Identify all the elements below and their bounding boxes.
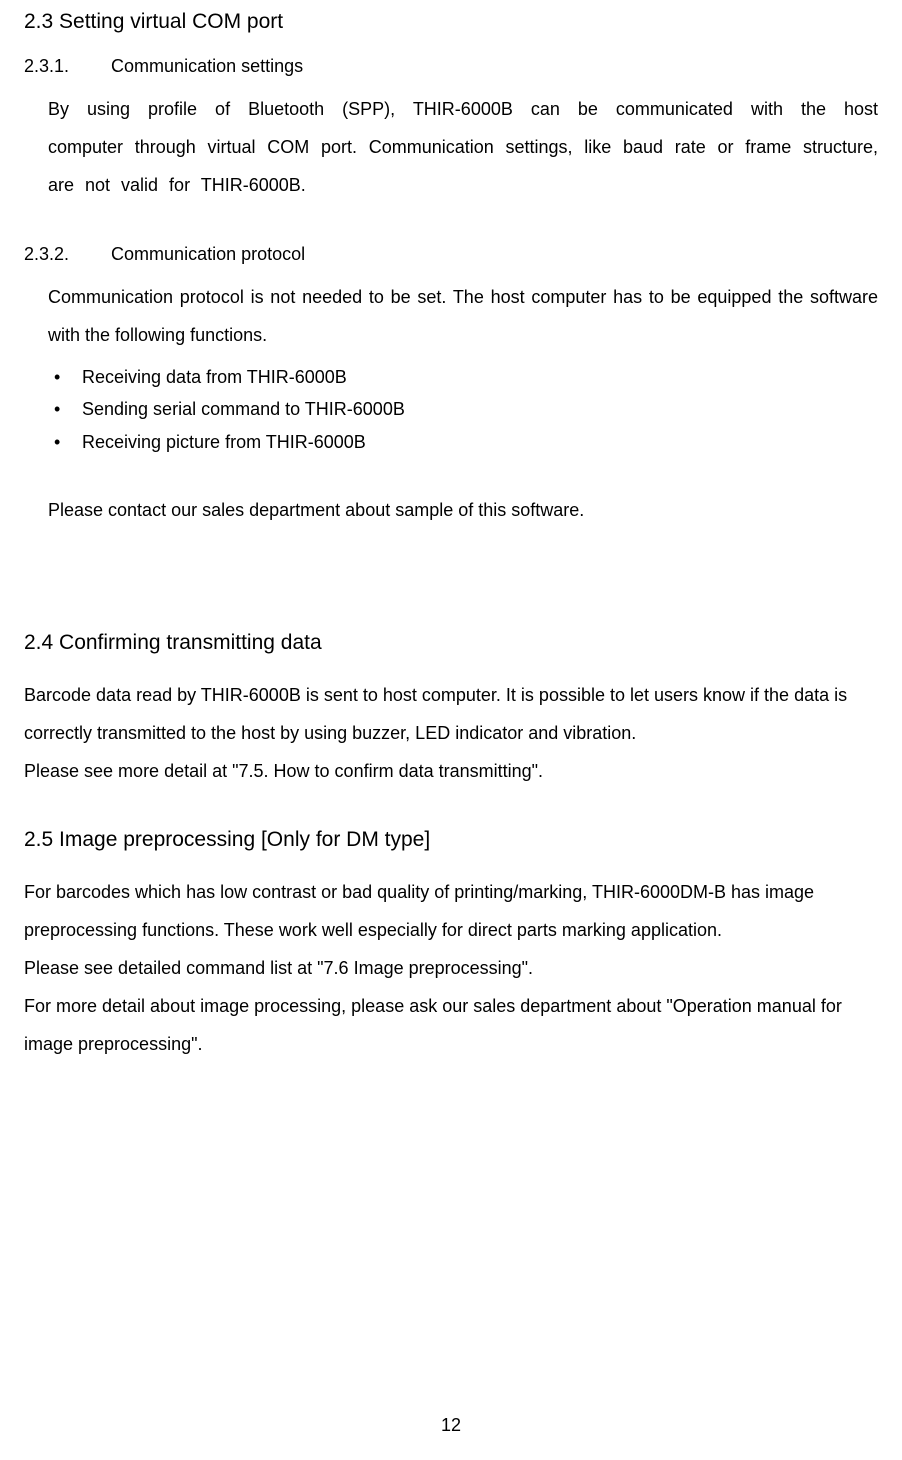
list-item: Receiving picture from THIR-6000B bbox=[48, 426, 878, 458]
spacer bbox=[24, 204, 878, 244]
section-2-3-1-number: 2.3.1. bbox=[24, 56, 69, 77]
section-2-3-2-heading: 2.3.2. Communication protocol bbox=[24, 244, 878, 265]
section-2-3-1-title: Communication settings bbox=[111, 56, 303, 76]
page-number: 12 bbox=[0, 1415, 902, 1436]
section-2-3-2-number: 2.3.2. bbox=[24, 244, 69, 265]
section-2-5-para-3: For more detail about image processing, … bbox=[24, 988, 878, 1064]
section-2-4-para-2: Please see more detail at "7.5. How to c… bbox=[24, 753, 878, 791]
section-2-3-2-para-2: Please contact our sales department abou… bbox=[48, 492, 878, 530]
section-2-3-2-para-1: Communication protocol is not needed to … bbox=[48, 279, 878, 355]
section-2-3-2-title: Communication protocol bbox=[111, 244, 305, 264]
list-item: Sending serial command to THIR-6000B bbox=[48, 393, 878, 425]
spacer bbox=[24, 458, 878, 492]
section-2-3-1-para: By using profile of Bluetooth (SPP), THI… bbox=[48, 91, 878, 204]
section-2-4-title: 2.4 Confirming transmitting data bbox=[24, 631, 878, 655]
spacer bbox=[24, 536, 878, 631]
list-item: Receiving data from THIR-6000B bbox=[48, 361, 878, 393]
section-2-5-para-1: For barcodes which has low contrast or b… bbox=[24, 874, 878, 950]
spacer bbox=[24, 790, 878, 828]
section-2-5-title: 2.5 Image preprocessing [Only for DM typ… bbox=[24, 828, 878, 852]
bullet-list: Receiving data from THIR-6000B Sending s… bbox=[48, 361, 878, 458]
section-2-3-1-heading: 2.3.1. Communication settings bbox=[24, 56, 878, 77]
section-2-5-para-2: Please see detailed command list at "7.6… bbox=[24, 950, 878, 988]
section-2-4-para-1: Barcode data read by THIR-6000B is sent … bbox=[24, 677, 878, 753]
section-2-3-title: 2.3 Setting virtual COM port bbox=[24, 10, 878, 34]
